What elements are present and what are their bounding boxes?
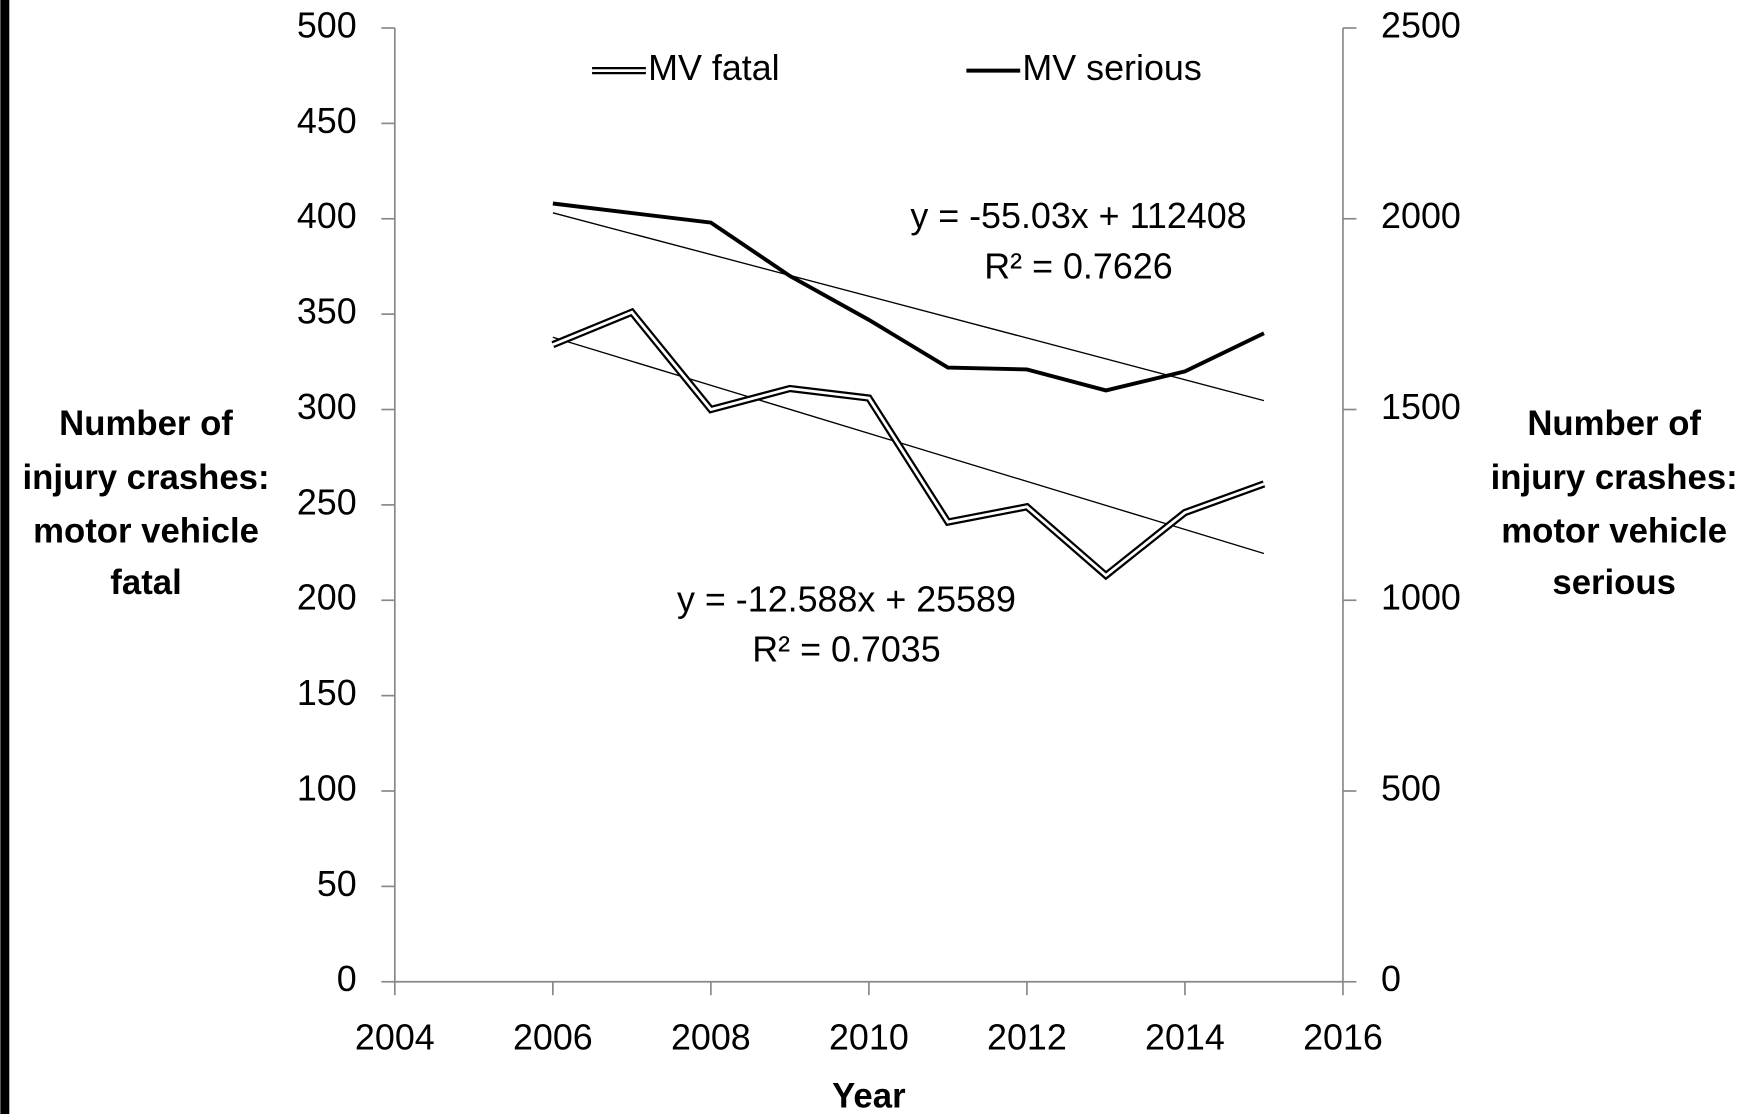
x-tick-label: 2010 <box>829 1018 909 1058</box>
y-axis-label: fatal <box>110 564 181 602</box>
x-tick-label: 2004 <box>355 1018 435 1058</box>
y2-tick-label: 2000 <box>1381 196 1461 236</box>
x-tick-label: 2016 <box>1303 1018 1383 1058</box>
y2-tick-label: 0 <box>1381 959 1401 999</box>
x-tick-label: 2006 <box>513 1018 593 1058</box>
y-tick-label: 450 <box>297 101 357 141</box>
y-tick-label: 300 <box>297 387 357 427</box>
y-tick-label: 150 <box>297 673 357 713</box>
annotation: y = -12.588x + 25589 <box>677 579 1016 619</box>
annotation: R² = 0.7626 <box>984 246 1172 286</box>
y-tick-label: 400 <box>297 196 357 236</box>
annotation: R² = 0.7035 <box>752 630 940 670</box>
y-tick-label: 250 <box>297 482 357 522</box>
y-axis-label: motor vehicle <box>33 513 259 551</box>
trendline <box>552 336 1265 555</box>
y-axis-label: injury crashes: <box>22 459 269 497</box>
x-tick-label: 2012 <box>987 1018 1067 1058</box>
series-line <box>552 310 1265 578</box>
y2-tick-label: 500 <box>1381 768 1441 808</box>
y2-tick-label: 1500 <box>1381 387 1461 427</box>
y-tick-label: 50 <box>317 864 357 904</box>
legend-label: MV fatal <box>648 48 780 88</box>
y-tick-label: 100 <box>297 768 357 808</box>
series-line <box>552 201 1265 393</box>
y2-axis-label: serious <box>1552 564 1676 602</box>
y-tick-label: 350 <box>297 292 357 332</box>
legend-label: MV serious <box>1022 48 1201 88</box>
x-tick-label: 2014 <box>1145 1018 1225 1058</box>
annotation: y = -55.03x + 112408 <box>910 196 1246 236</box>
y-tick-label: 200 <box>297 578 357 618</box>
x-axis-label: Year <box>832 1077 905 1114</box>
y-tick-label: 500 <box>297 5 357 45</box>
y2-tick-label: 1000 <box>1381 578 1461 618</box>
y2-axis-label: injury crashes: <box>1491 459 1738 497</box>
y-axis-label: Number of <box>59 405 233 443</box>
y2-axis-label: motor vehicle <box>1501 513 1727 551</box>
y2-tick-label: 2500 <box>1381 5 1461 45</box>
trendline <box>552 212 1265 402</box>
left-edge-bar <box>0 0 10 1114</box>
y2-axis-label: Number of <box>1527 405 1701 443</box>
x-tick-label: 2008 <box>671 1018 751 1058</box>
y-tick-label: 0 <box>337 959 357 999</box>
